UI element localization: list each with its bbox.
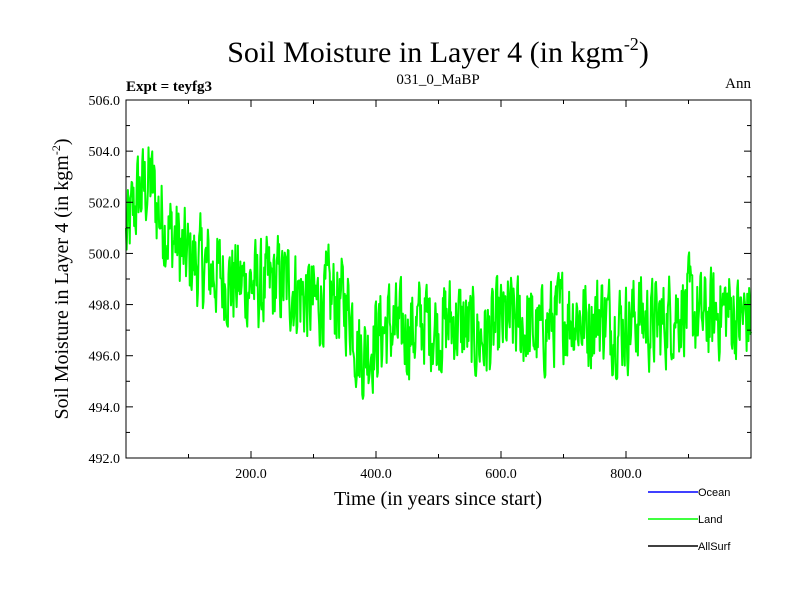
chart-title-close: ): [639, 36, 649, 69]
series-line-land: [125, 146, 752, 400]
chart-title-sup: -2: [624, 34, 639, 54]
x-tick-label: 400.0: [360, 467, 392, 482]
y-tick-label: 500.0: [89, 247, 121, 262]
chart-title-main: Soil Moisture in Layer 4 (in kgm: [227, 36, 624, 69]
y-axis-label-sup: -2: [49, 145, 63, 155]
y-tick-label: 498.0: [89, 299, 121, 314]
x-tick-label: 800.0: [610, 467, 642, 482]
x-axis-label: Time (in years since start): [334, 488, 542, 510]
y-tick-label: 502.0: [89, 196, 121, 211]
y-tick-label: 496.0: [89, 350, 121, 365]
experiment-label: Expt = teyfg3: [126, 79, 212, 95]
legend-label-ocean: Ocean: [698, 487, 730, 499]
season-label: Ann: [725, 76, 751, 92]
y-tick-label: 506.0: [89, 94, 121, 109]
y-tick-label: 494.0: [89, 401, 121, 416]
legend-label-land: Land: [698, 514, 722, 526]
y-axis-label-main: Soil Moisture in Layer 4 (in kgm: [51, 155, 73, 420]
y-tick-label: 492.0: [89, 452, 121, 467]
period-label: 031_0_MaBP: [396, 72, 479, 88]
y-tick-label: 504.0: [89, 145, 121, 160]
plot-frame: [125, 99, 752, 459]
chart-title: Soil Moisture in Layer 4 (in kgm-2): [227, 34, 649, 69]
x-tick-label: 600.0: [485, 467, 517, 482]
x-tick-label: 200.0: [235, 467, 267, 482]
y-axis-label: Soil Moisture in Layer 4 (in kgm-2): [49, 138, 73, 419]
y-axis-label-close: ): [51, 138, 73, 145]
legend-label-allsurf: AllSurf: [698, 541, 731, 553]
legend: Ocean Land AllSurf: [648, 487, 731, 553]
plot-area: 492.0 494.0 496.0 498.0 500.0 502.0 504.0 506.0…: [89, 94, 752, 482]
